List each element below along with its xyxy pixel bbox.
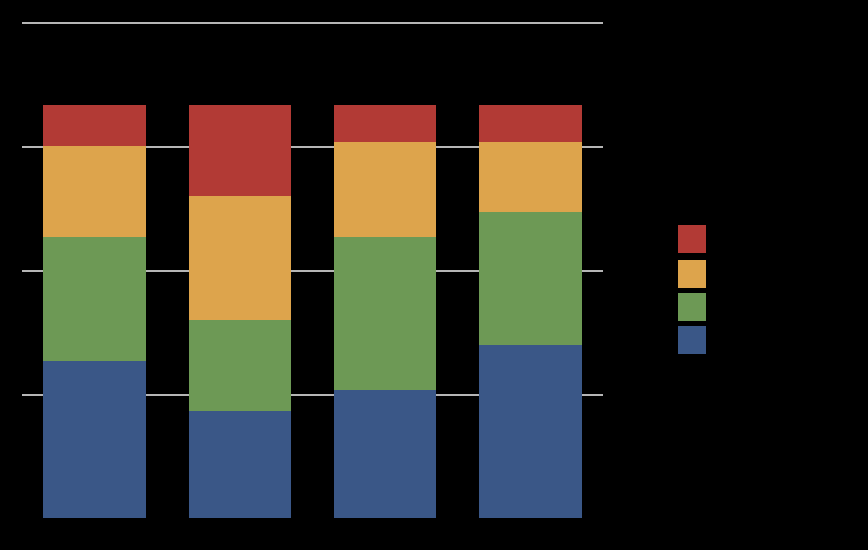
bar-segment-orange	[333, 142, 437, 238]
stacked-bar-4	[479, 0, 582, 518]
bar-segment-orange	[479, 142, 582, 213]
bar-segment-red	[479, 105, 582, 143]
stacked-bar-2	[188, 0, 292, 518]
stacked-bar-3	[333, 0, 437, 518]
bar-segment-blue	[43, 361, 146, 518]
gridline-y30	[22, 394, 603, 396]
gridline-y120	[22, 22, 603, 24]
stacked-bar-1	[43, 0, 146, 518]
bar-segment-blue	[479, 344, 582, 518]
bar-segment-orange	[43, 146, 146, 238]
bar-segment-green	[43, 237, 146, 362]
bar-segment-blue	[188, 410, 292, 518]
legend-swatch-green	[678, 293, 706, 321]
legend-swatch-blue	[678, 326, 706, 354]
gridline-y90	[22, 146, 603, 148]
bar-segment-red	[188, 105, 292, 196]
legend-swatch-orange	[678, 260, 706, 288]
bar-segment-orange	[188, 195, 292, 320]
bar-segment-red	[43, 105, 146, 147]
bar-segment-green	[479, 212, 582, 345]
bar-segment-green	[333, 237, 437, 390]
legend-swatch-red	[678, 225, 706, 253]
bar-segment-blue	[333, 389, 437, 518]
bar-segment-green	[188, 319, 292, 411]
gridline-y60	[22, 270, 603, 272]
bar-segment-red	[333, 105, 437, 143]
